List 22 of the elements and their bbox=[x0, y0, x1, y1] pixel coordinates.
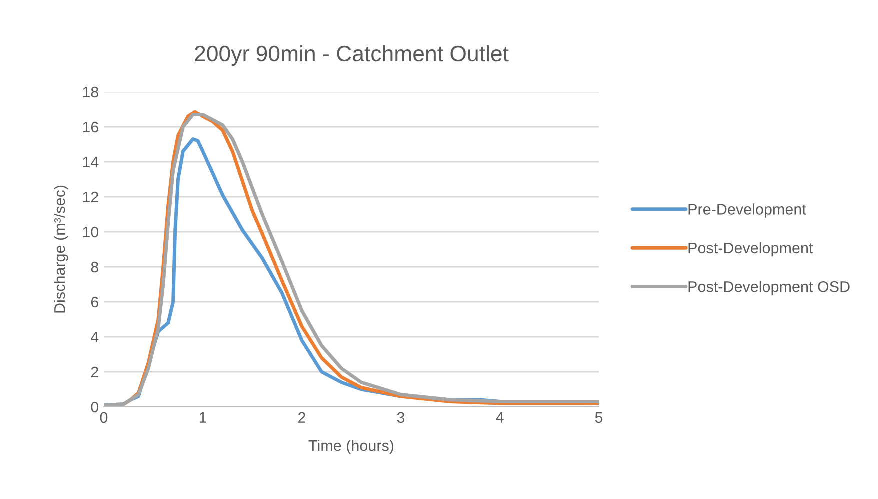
x-axis-title: Time (hours) bbox=[308, 440, 394, 454]
y-tick-label: 0 bbox=[91, 402, 99, 413]
y-tick-label: 4 bbox=[90, 332, 99, 343]
x-tick-label: 2 bbox=[298, 412, 306, 423]
legend-label: Pre-Development bbox=[688, 204, 806, 218]
y-tick-label: 2 bbox=[91, 366, 98, 378]
x-tick-label: 5 bbox=[595, 412, 603, 424]
legend-label: Post-Development bbox=[688, 242, 814, 257]
chart-title: 200yr 90min - Catchment Outlet bbox=[195, 45, 509, 66]
y-tick-label: 10 bbox=[83, 226, 99, 238]
x-tick-label: 1 bbox=[200, 412, 207, 423]
y-tick-label: 12 bbox=[83, 192, 98, 203]
x-tick-label: 4 bbox=[496, 412, 504, 423]
x-tick-label: 0 bbox=[100, 412, 108, 424]
y-tick-label: 8 bbox=[91, 262, 98, 273]
y-tick-label: 18 bbox=[83, 86, 98, 98]
y-axis-title: Discharge (m³/sec) bbox=[54, 186, 68, 313]
y-tick-label: 6 bbox=[91, 296, 98, 308]
legend-label: Post-Development OSD bbox=[688, 281, 850, 296]
y-tick-label: 16 bbox=[83, 122, 98, 133]
y-tick-label: 14 bbox=[83, 157, 99, 168]
x-tick-label: 3 bbox=[397, 412, 405, 424]
